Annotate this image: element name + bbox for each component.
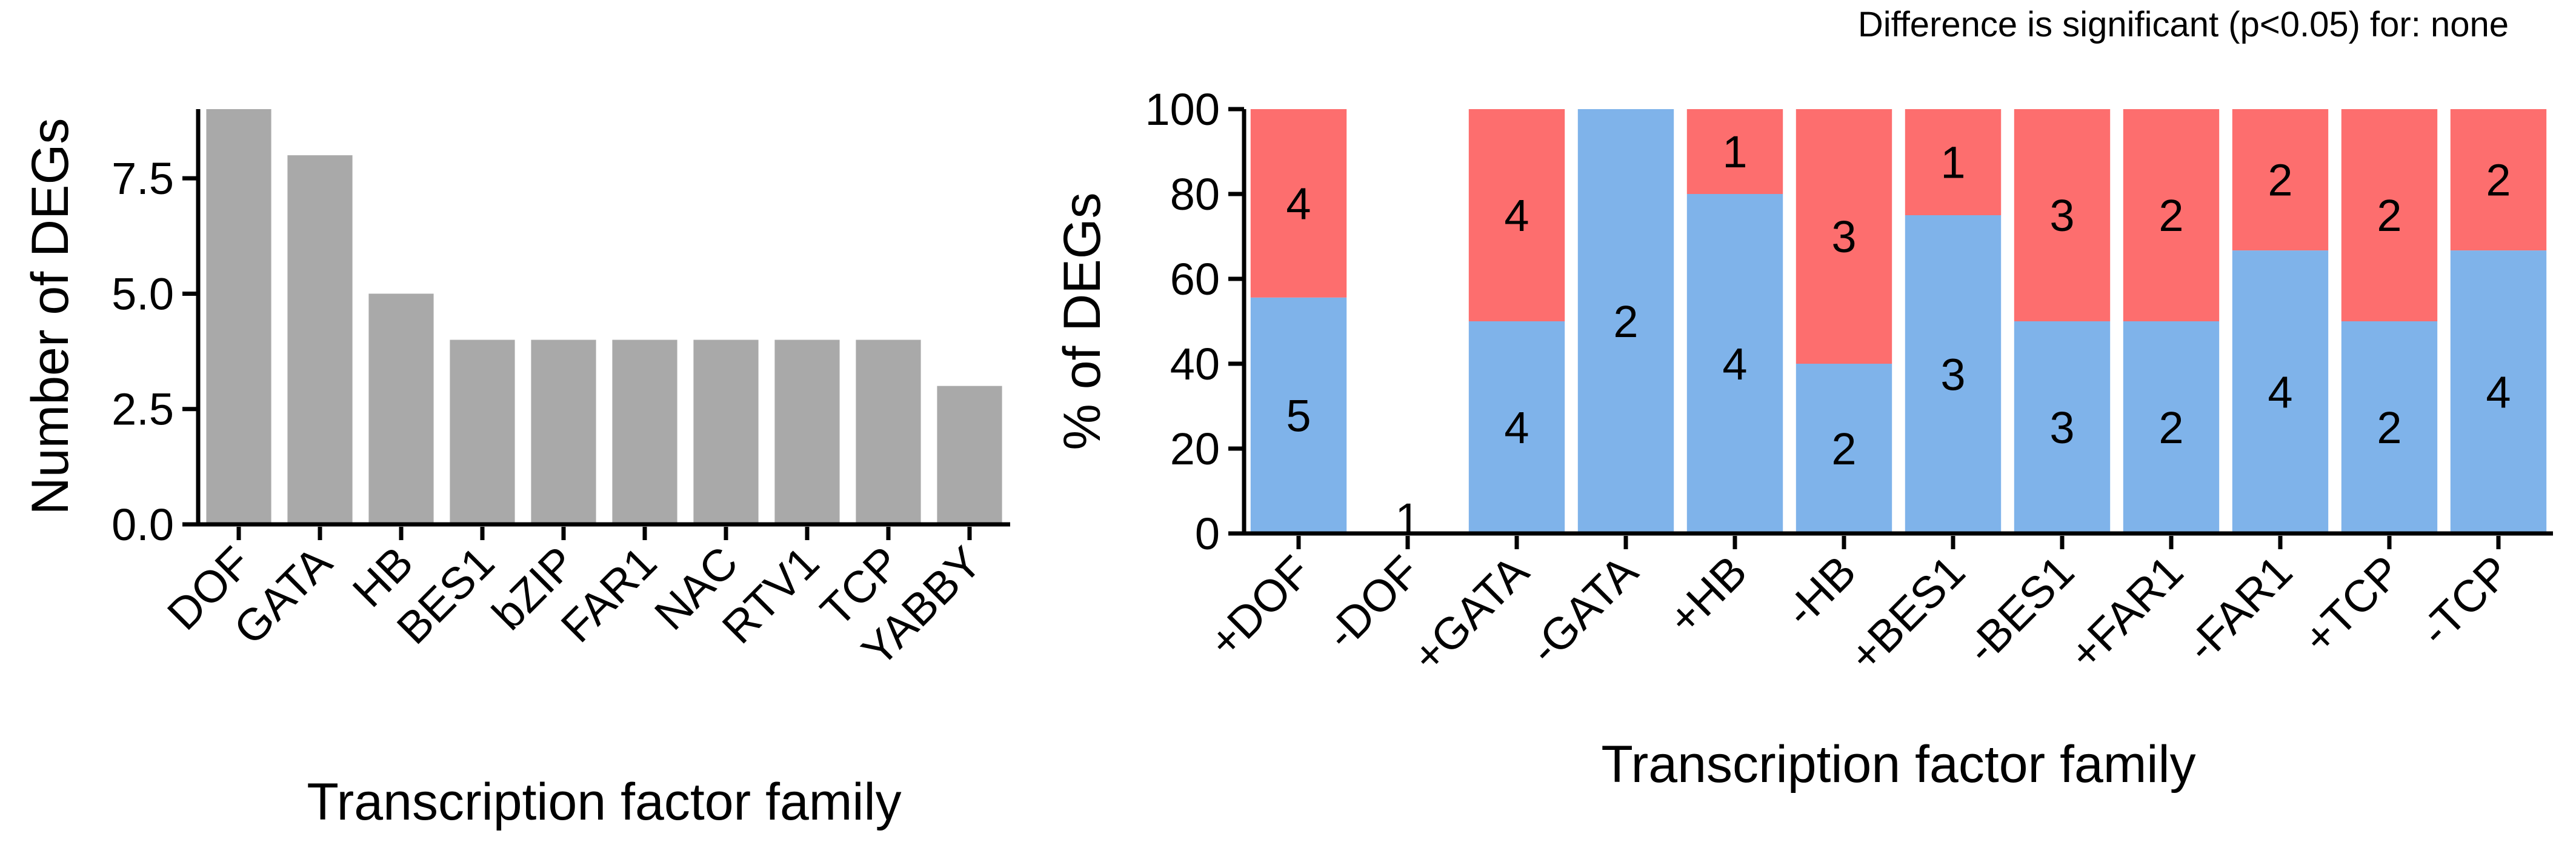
segment-count-label: 2: [2268, 155, 2292, 206]
bar-segment-upper-+GATA: [1468, 109, 1565, 321]
bar-segment-lower-+GATA: [1468, 321, 1565, 533]
bar-segment-upper--BES1: [2014, 109, 2111, 321]
bar-segment-upper--TCP: [2450, 109, 2547, 251]
x-tick-label: RTV1: [713, 537, 829, 653]
segment-count-label: 4: [1504, 190, 1529, 241]
right-stacked-bar-chart: 54+DOF1-DOF44+GATA2-GATA41+HB23-HB31+BES…: [1053, 5, 2553, 794]
bar-RTV1: [774, 339, 840, 524]
bar-segment-upper-+FAR1: [2123, 109, 2220, 321]
y-tick-label: 0: [1195, 509, 1220, 559]
x-axis-title: Transcription factor family: [1601, 735, 2195, 794]
y-tick-label: 60: [1170, 254, 1220, 304]
bar-segment-lower--GATA: [1577, 109, 1674, 533]
y-axis-title: Number of DEGs: [21, 118, 79, 515]
x-tick-label: +TCP: [2293, 546, 2411, 664]
segment-count-label: 3: [2049, 190, 2074, 241]
bar-segment-lower--TCP: [2450, 250, 2547, 533]
segment-count-label: 2: [2158, 403, 2183, 453]
y-tick-label: 80: [1170, 169, 1220, 219]
bar-segment-upper-+DOF: [1250, 109, 1347, 298]
x-tick-label: BES1: [387, 537, 504, 653]
bar-segment-lower--HB: [1796, 364, 1892, 533]
y-tick-label: 2.5: [111, 384, 174, 435]
bar-bZIP: [531, 339, 596, 524]
x-tick-label: -GATA: [1519, 546, 1647, 673]
y-tick-label: 20: [1170, 424, 1220, 474]
x-tick-label: +GATA: [1402, 546, 1538, 681]
bar-segment-lower--BES1: [2014, 321, 2111, 533]
x-tick-label: -TCP: [2411, 546, 2520, 656]
segment-count-label: 2: [2377, 190, 2401, 241]
segment-count-label: 2: [1613, 296, 1638, 347]
segment-count-label: 4: [1286, 178, 1311, 229]
bar-FAR1: [612, 339, 677, 524]
bar-segment-upper--HB: [1796, 109, 1892, 364]
bar-segment-lower--FAR1: [2232, 250, 2329, 533]
bar-segment-lower-+BES1: [1905, 215, 2002, 533]
bar-segment-lower-+HB: [1686, 194, 1783, 533]
x-tick-label: -FAR1: [2176, 546, 2301, 672]
y-tick-label: 100: [1145, 84, 1220, 135]
x-tick-label: +HB: [1658, 546, 1756, 644]
bar-segment-upper-+TCP: [2341, 109, 2438, 321]
x-axis-title: Transcription factor family: [307, 773, 901, 831]
x-tick-label: -HB: [1776, 546, 1866, 637]
bar-segment-lower-+DOF: [1250, 297, 1347, 533]
bar-segment-upper-+BES1: [1905, 109, 2002, 215]
x-tick-label: +DOF: [1199, 546, 1320, 667]
y-tick-label: 40: [1170, 339, 1220, 389]
x-tick-label: +FAR1: [2059, 546, 2192, 680]
segment-count-label: 4: [1722, 339, 1747, 389]
x-tick-label: FAR1: [551, 537, 667, 652]
bar-segment-lower-+TCP: [2341, 321, 2438, 533]
segment-count-label: 2: [2158, 190, 2183, 241]
segment-count-label: 3: [1831, 212, 1856, 262]
segment-count-label: 3: [1940, 350, 1965, 400]
bar-DOF: [206, 109, 271, 524]
bar-segment-upper-+HB: [1686, 109, 1783, 194]
segment-count-label: 5: [1286, 390, 1311, 441]
segment-count-label: 2: [1831, 424, 1856, 474]
segment-count-label: 3: [2049, 403, 2074, 453]
y-axis-title: % of DEGs: [1053, 192, 1111, 450]
x-tick-label: +BES1: [1839, 546, 1974, 681]
segment-count-label: 1: [1722, 127, 1747, 177]
segment-count-label: 4: [2486, 367, 2511, 418]
bar-TCP: [856, 339, 921, 524]
y-tick-label: 7.5: [111, 153, 174, 204]
bar-segment-lower-+FAR1: [2123, 321, 2220, 533]
segment-count-label: 4: [2268, 367, 2292, 418]
bar-GATA: [287, 155, 353, 525]
significance-note: Difference is significant (p<0.05) for: …: [1858, 5, 2509, 44]
bar-HB: [368, 293, 434, 524]
bar-NAC: [693, 339, 759, 524]
y-tick-label: 5.0: [111, 269, 174, 319]
segment-count-label: 2: [2377, 403, 2401, 453]
bar-segment-upper--FAR1: [2232, 109, 2329, 251]
x-tick-label: -BES1: [1956, 546, 2083, 673]
y-tick-label: 0.0: [111, 500, 174, 550]
segment-count-label: 4: [1504, 403, 1529, 453]
segment-count-label: 1: [1940, 138, 1965, 188]
bar-BES1: [450, 339, 515, 524]
segment-count-label: 2: [2486, 155, 2511, 206]
bar-YABBY: [937, 386, 1002, 524]
